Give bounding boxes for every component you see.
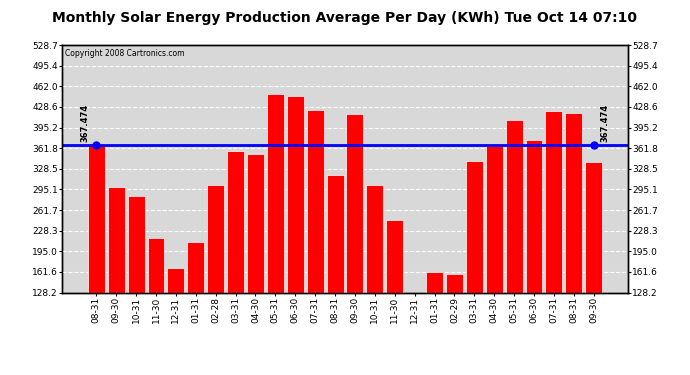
Bar xyxy=(466,161,483,372)
Bar xyxy=(346,114,364,372)
Bar xyxy=(526,140,542,372)
Bar xyxy=(168,268,184,372)
Text: 15.849: 15.849 xyxy=(352,342,358,370)
Text: 12.054: 12.054 xyxy=(332,342,338,370)
Bar xyxy=(386,220,403,372)
Text: 16.061: 16.061 xyxy=(312,342,318,370)
Bar xyxy=(406,300,423,372)
Text: 13.534: 13.534 xyxy=(233,342,239,370)
Text: 6.024: 6.024 xyxy=(451,347,457,370)
Bar xyxy=(565,113,582,372)
Text: 15.894: 15.894 xyxy=(571,342,577,370)
Text: 11.344: 11.344 xyxy=(113,342,119,370)
Bar xyxy=(287,96,304,372)
Text: 12.916: 12.916 xyxy=(471,342,477,370)
Bar xyxy=(128,196,144,372)
Text: 8.219: 8.219 xyxy=(153,347,159,370)
Text: 6.141: 6.141 xyxy=(431,347,437,370)
Text: 10.806: 10.806 xyxy=(133,342,139,370)
Bar xyxy=(187,242,204,372)
Bar xyxy=(585,162,602,372)
Bar xyxy=(207,185,224,372)
Text: 13.855: 13.855 xyxy=(491,342,497,370)
Text: Copyright 2008 Cartronics.com: Copyright 2008 Cartronics.com xyxy=(65,49,184,58)
Bar xyxy=(108,187,125,372)
Text: 11.461: 11.461 xyxy=(372,342,378,370)
Bar xyxy=(88,145,105,372)
Bar xyxy=(486,146,503,372)
Bar xyxy=(546,111,562,372)
Text: 4.389: 4.389 xyxy=(412,347,417,370)
Text: 11.480: 11.480 xyxy=(213,342,219,370)
Text: 13.940: 13.940 xyxy=(93,342,99,370)
Text: 367.474: 367.474 xyxy=(600,104,609,141)
Bar xyxy=(506,120,522,372)
Text: 13.343: 13.343 xyxy=(253,342,259,370)
Bar xyxy=(227,151,244,372)
Text: 6.357: 6.357 xyxy=(173,347,179,370)
Text: 16.949: 16.949 xyxy=(293,342,298,370)
Bar xyxy=(148,238,164,372)
Text: 367.474: 367.474 xyxy=(81,104,90,141)
Bar xyxy=(446,274,463,372)
Bar xyxy=(247,154,264,372)
Text: 15.481: 15.481 xyxy=(511,342,517,370)
Text: 9.319: 9.319 xyxy=(392,347,397,370)
Bar xyxy=(306,110,324,372)
Bar xyxy=(426,272,443,372)
Text: Monthly Solar Energy Production Average Per Day (KWh) Tue Oct 14 07:10: Monthly Solar Energy Production Average … xyxy=(52,11,638,25)
Text: 17.056: 17.056 xyxy=(273,342,278,370)
Text: 12.858: 12.858 xyxy=(591,342,597,370)
Bar xyxy=(326,176,344,372)
Text: 7.963: 7.963 xyxy=(193,347,199,370)
Bar xyxy=(267,94,284,372)
Text: 16.021: 16.021 xyxy=(551,342,557,370)
Text: 14.226: 14.226 xyxy=(531,342,537,370)
Bar xyxy=(366,185,384,372)
